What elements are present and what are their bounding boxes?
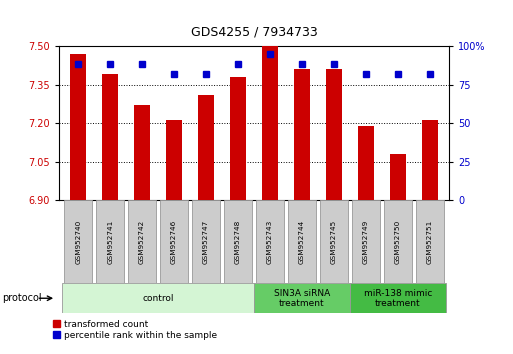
Text: GSM952742: GSM952742 <box>139 219 145 264</box>
Bar <box>128 200 156 283</box>
Text: protocol: protocol <box>3 293 42 303</box>
Bar <box>350 283 446 313</box>
Text: GSM952740: GSM952740 <box>75 219 81 264</box>
Bar <box>358 126 374 200</box>
Bar <box>224 200 252 283</box>
Text: GSM952750: GSM952750 <box>394 219 401 264</box>
Text: GSM952749: GSM952749 <box>363 219 369 264</box>
Bar <box>326 69 342 200</box>
Bar <box>102 74 118 200</box>
Text: GSM952748: GSM952748 <box>235 219 241 264</box>
Bar <box>134 105 150 200</box>
Bar <box>320 200 348 283</box>
Bar <box>254 283 350 313</box>
Bar <box>96 200 124 283</box>
Legend: transformed count, percentile rank within the sample: transformed count, percentile rank withi… <box>53 320 217 340</box>
Bar <box>256 200 284 283</box>
Text: GSM952744: GSM952744 <box>299 219 305 264</box>
Text: GSM952745: GSM952745 <box>331 219 337 264</box>
Bar <box>166 120 182 200</box>
Bar <box>390 154 406 200</box>
Bar <box>416 200 444 283</box>
Bar <box>230 77 246 200</box>
Bar <box>64 200 92 283</box>
Bar <box>352 200 380 283</box>
Bar <box>384 200 412 283</box>
Bar <box>62 283 254 313</box>
Text: GSM952751: GSM952751 <box>427 219 432 264</box>
Text: control: control <box>142 294 174 303</box>
Text: GDS4255 / 7934733: GDS4255 / 7934733 <box>190 26 318 39</box>
Bar <box>262 46 278 200</box>
Bar <box>422 120 438 200</box>
Text: GSM952741: GSM952741 <box>107 219 113 264</box>
Text: SIN3A siRNA
treatment: SIN3A siRNA treatment <box>274 289 330 308</box>
Bar <box>192 200 220 283</box>
Text: GSM952743: GSM952743 <box>267 219 273 264</box>
Bar <box>198 95 214 200</box>
Bar <box>160 200 188 283</box>
Text: GSM952747: GSM952747 <box>203 219 209 264</box>
Text: miR-138 mimic
treatment: miR-138 mimic treatment <box>364 289 432 308</box>
Bar <box>70 54 86 200</box>
Text: GSM952746: GSM952746 <box>171 219 177 264</box>
Bar <box>288 200 316 283</box>
Bar <box>294 69 310 200</box>
